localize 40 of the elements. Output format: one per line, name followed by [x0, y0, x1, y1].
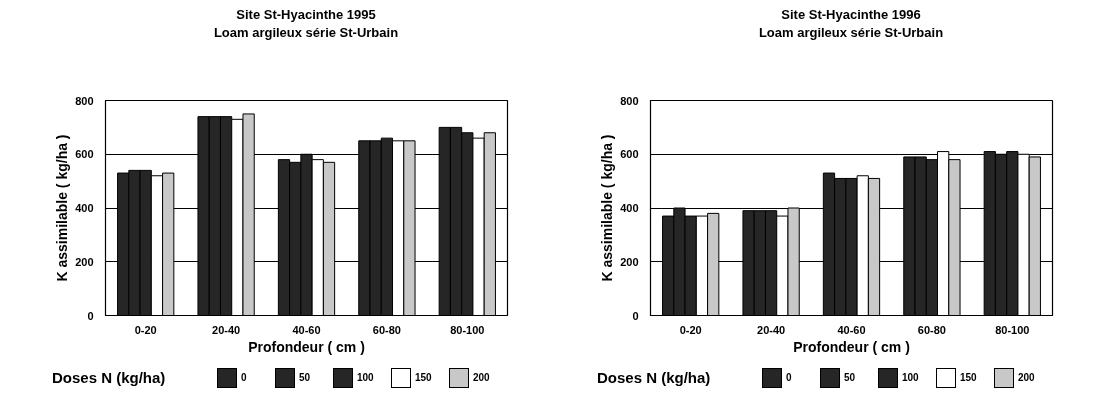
legend-label: 200 — [473, 370, 490, 385]
y-tick-label: 400 — [75, 202, 94, 214]
legend-label: 0 — [241, 370, 247, 385]
legend-label: 0 — [786, 370, 792, 385]
x-tick-label: 60-80 — [917, 323, 946, 336]
legend-label: 100 — [902, 370, 919, 385]
x-tick-label: 40-60 — [837, 323, 866, 336]
x-tick-label: 40-60 — [292, 323, 321, 336]
x-tick-label: 0-20 — [679, 323, 702, 336]
y-axis-title: K assimilable ( kg/ha ) — [599, 134, 616, 282]
x-tick-label: 20-40 — [212, 323, 241, 336]
x-tick-label: 80-100 — [995, 323, 1030, 336]
y-tick-label: 800 — [620, 94, 639, 107]
y-tick-label: 600 — [75, 148, 94, 161]
legend-label: 50 — [844, 370, 856, 385]
x-axis-title: Profondeur ( cm ) — [793, 338, 910, 355]
x-tick-label: 20-40 — [757, 323, 786, 336]
legend-label: 200 — [1018, 370, 1035, 385]
x-tick-label: 60-80 — [372, 323, 401, 336]
legend-label: 150 — [415, 370, 432, 385]
legend-label: 150 — [960, 370, 977, 385]
x-axis-title: Profondeur ( cm ) — [248, 338, 365, 355]
x-tick-label: 80-100 — [450, 323, 485, 336]
y-tick-label: 0 — [87, 309, 94, 322]
y-tick-label: 200 — [75, 255, 94, 268]
legend-label: 50 — [299, 370, 311, 385]
chart-title: Site St-Hyacinthe 1995 — [235, 6, 377, 24]
y-tick-label: 800 — [75, 94, 94, 107]
chart-title: Site St-Hyacinthe 1996 — [780, 6, 922, 24]
y-tick-label: 200 — [620, 255, 639, 268]
chart-subtitle: Loam argileux série St-Urbain — [212, 24, 400, 42]
legend-title: Doses N (kg/ha) — [52, 368, 167, 389]
legend-title: Doses N (kg/ha) — [597, 368, 712, 389]
y-tick-label: 400 — [620, 202, 639, 214]
chart-subtitle: Loam argileux série St-Urbain — [757, 24, 945, 42]
legend-label: 100 — [357, 370, 374, 385]
x-tick-label: 0-20 — [134, 323, 157, 336]
y-tick-label: 600 — [620, 148, 639, 161]
y-tick-label: 0 — [632, 309, 639, 322]
y-axis-title: K assimilable ( kg/ha ) — [54, 134, 71, 282]
